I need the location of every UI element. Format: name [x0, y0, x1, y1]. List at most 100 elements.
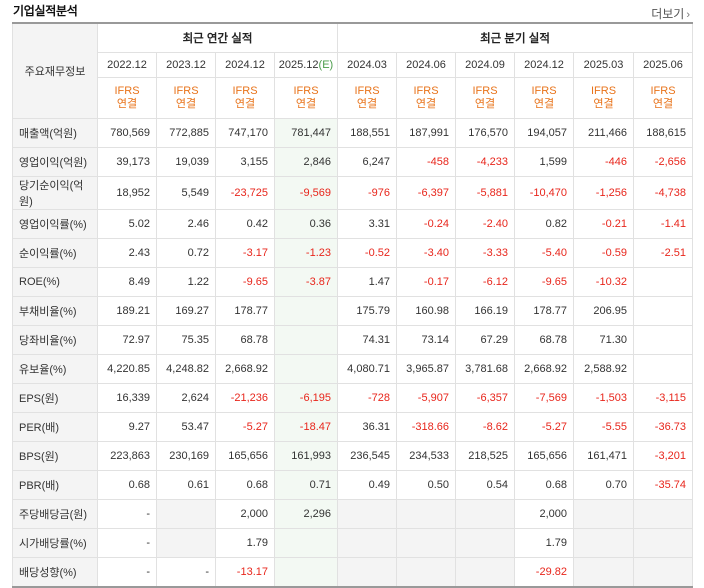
row-label: ROE(%) [12, 267, 98, 297]
row-label: EPS(원) [12, 383, 98, 413]
table-cell [455, 557, 515, 588]
table-row: 부채비율(%) 189.21 169.27 178.77 175.79 160.98 166… [12, 296, 693, 326]
period-header: 2023.12 [156, 52, 216, 78]
consolidated-text: 연결 [474, 98, 496, 110]
row-label: 영업이익률(%) [12, 209, 98, 239]
table-cell: 72.97 [97, 325, 157, 355]
table-cell: -29.82 [514, 557, 574, 588]
table-cell: -728 [337, 383, 397, 413]
table-row: EPS(원) 16,339 2,624 -21,236 -6,195 -728 -5,907… [12, 383, 693, 413]
table-cell: -3,115 [633, 383, 693, 413]
table-cell: -35.74 [633, 470, 693, 500]
period-label: 2022.12 [107, 59, 147, 71]
table-cell: 772,885 [156, 118, 216, 148]
ifrs-text: IFRS [114, 85, 140, 97]
ifrs-label: IFRS 연결 [156, 77, 216, 119]
table-row: 매출액(억원) 780,569 772,885 747,170 781,447 188,5… [12, 118, 693, 148]
ifrs-label: IFRS 연결 [97, 77, 157, 119]
table-cell [573, 499, 634, 529]
table-cell [633, 557, 693, 588]
table-cell [573, 528, 634, 558]
chevron-right-icon: › [686, 9, 690, 21]
table-cell: 71.30 [573, 325, 634, 355]
table-cell: -6,195 [274, 383, 338, 413]
row-label: 순이익률(%) [12, 238, 98, 268]
ifrs-text: IFRS [354, 85, 380, 97]
table-cell: 5.02 [97, 209, 157, 239]
more-label: 더보기 [651, 7, 685, 21]
table-cell [274, 296, 338, 326]
table-cell [396, 528, 456, 558]
more-link[interactable]: 더보기 › [651, 5, 690, 22]
table-cell: -23,725 [215, 176, 275, 210]
table-cell: 2,000 [215, 499, 275, 529]
row-label: 매출액(억원) [12, 118, 98, 148]
table-cell [396, 499, 456, 529]
table-cell [156, 528, 216, 558]
table-cell: -3.17 [215, 238, 275, 268]
table-cell: 236,545 [337, 441, 397, 471]
table-row: 시가배당률(%) - 1.79 1.79 [12, 528, 693, 558]
table-cell: -7,569 [514, 383, 574, 413]
period-header: 2025.03 [573, 52, 634, 78]
table-cell: 165,656 [514, 441, 574, 471]
table-cell: 2,296 [274, 499, 338, 529]
ifrs-label: IFRS 연결 [633, 77, 693, 119]
table-cell: 223,863 [97, 441, 157, 471]
consolidated-text: 연결 [356, 98, 378, 110]
table-cell: 0.50 [396, 470, 456, 500]
estimate-mark: (E) [318, 59, 334, 71]
table-cell: -8.62 [455, 412, 515, 442]
ifrs-label: IFRS 연결 [396, 77, 456, 119]
table-cell [633, 354, 693, 384]
period-header: 2025.06 [633, 52, 693, 78]
table-cell: 175.79 [337, 296, 397, 326]
table-cell: - [97, 499, 157, 529]
period-label: 2024.12 [524, 59, 564, 71]
table-cell [633, 267, 693, 297]
table-cell: 2,668.92 [514, 354, 574, 384]
table-cell: 211,466 [573, 118, 634, 148]
table-cell: 68.78 [215, 325, 275, 355]
table-cell: 0.70 [573, 470, 634, 500]
consolidated-text: 연결 [295, 98, 317, 110]
table-row: 당좌비율(%) 72.97 75.35 68.78 74.31 73.14 67.29 68.… [12, 325, 693, 355]
table-cell: 2.46 [156, 209, 216, 239]
table-cell: 1.22 [156, 267, 216, 297]
period-label: 2024.09 [465, 59, 505, 71]
table-cell: 0.68 [215, 470, 275, 500]
table-cell: 747,170 [215, 118, 275, 148]
financial-table: 주요재무정보 최근 연간 실적 최근 분기 실적 2022.12 2023.12 2024… [12, 22, 693, 588]
table-cell: 187,991 [396, 118, 456, 148]
table-cell: 2,624 [156, 383, 216, 413]
table-cell: 206.95 [573, 296, 634, 326]
table-cell: 3,781.68 [455, 354, 515, 384]
consolidated-text: 연결 [593, 98, 614, 110]
table-cell: - [97, 557, 157, 588]
table-row: ROE(%) 8.49 1.22 -9.65 -3.87 1.47 -0.17 -6.12 -9… [12, 267, 693, 297]
table-cell: 4,220.85 [97, 354, 157, 384]
table-cell: -5,881 [455, 176, 515, 210]
table-cell: 218,525 [455, 441, 515, 471]
row-label: BPS(원) [12, 441, 98, 471]
table-cell: 75.35 [156, 325, 216, 355]
section-title: 기업실적분석 [13, 4, 78, 18]
table-cell: -6,397 [396, 176, 456, 210]
table-cell: -3,201 [633, 441, 693, 471]
table-cell: 6,247 [337, 147, 397, 177]
table-cell: 2,668.92 [215, 354, 275, 384]
table-cell: 0.54 [455, 470, 515, 500]
table-cell: 68.78 [514, 325, 574, 355]
table-cell: 230,169 [156, 441, 216, 471]
table-cell [633, 528, 693, 558]
table-cell: - [156, 557, 216, 588]
table-cell [573, 557, 634, 588]
table-cell [633, 325, 693, 355]
table-cell: 39,173 [97, 147, 157, 177]
table-cell: 178.77 [215, 296, 275, 326]
table-cell: 160.98 [396, 296, 456, 326]
period-header: 2024.06 [396, 52, 456, 78]
table-cell [337, 557, 397, 588]
table-cell: 18,952 [97, 176, 157, 210]
